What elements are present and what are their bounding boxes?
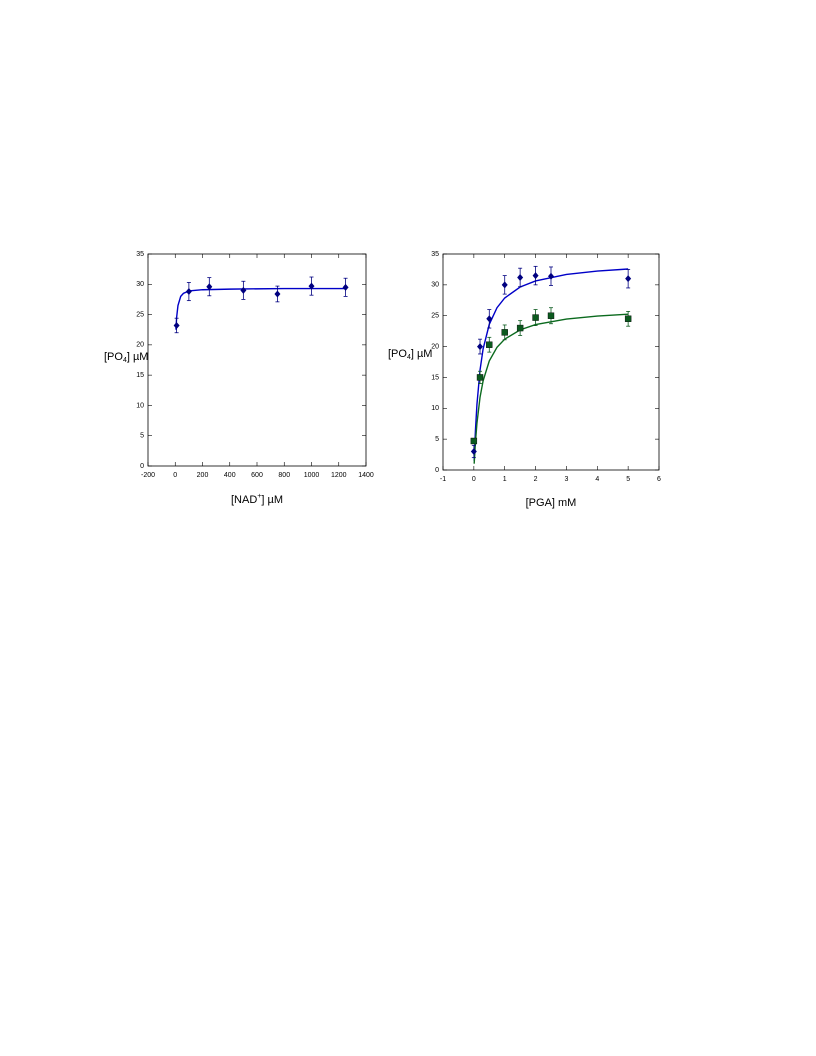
y-axis-label: [PO4] µM <box>104 351 148 364</box>
point <box>486 315 493 323</box>
x-axis-label: [NAD+] µM <box>231 493 283 506</box>
y-axis-label-part: 4 <box>407 354 411 361</box>
point <box>548 272 554 280</box>
point <box>486 341 493 348</box>
y-tick-label: 5 <box>435 436 439 443</box>
y-tick-label: 10 <box>136 402 144 409</box>
y-tick-label: 10 <box>431 405 439 412</box>
y-axis-label: [PO4] µM <box>388 348 432 361</box>
y-axis-label-part: ] µM <box>127 351 149 363</box>
y-tick-label: 25 <box>136 311 144 318</box>
x-tick-label: 5 <box>626 476 630 483</box>
fit-curve <box>473 313 629 464</box>
point <box>470 447 477 455</box>
x-tick-label: 1 <box>503 476 507 483</box>
x-axis-label-part: [PGA] mM <box>526 497 577 509</box>
y-tick-label: 30 <box>136 281 144 288</box>
point <box>477 343 484 351</box>
point <box>206 283 213 291</box>
plot-frame <box>442 253 660 471</box>
plot-frame <box>147 253 367 467</box>
x-tick-label: 600 <box>251 472 263 479</box>
y-tick-label: 25 <box>431 313 439 320</box>
y-tick-label: 20 <box>136 342 144 349</box>
y-tick-label: 0 <box>140 463 144 470</box>
y-tick-label: 15 <box>431 374 439 381</box>
x-tick-label: 2 <box>534 476 538 483</box>
chart: 0 5 10 15 20 25 30 35 -200 0 200 400 600 800 1000 1200 1… <box>136 251 374 479</box>
point <box>308 282 315 290</box>
y-tick-label: 20 <box>431 343 439 350</box>
y-tick-label: 35 <box>136 251 144 258</box>
point <box>501 281 508 289</box>
x-axis-label-part: + <box>257 493 261 500</box>
point <box>470 437 478 445</box>
x-tick-label: 1000 <box>304 472 320 479</box>
y-axis-label-part: [PO <box>104 351 123 363</box>
x-axis-label: [PGA] mM <box>526 497 577 509</box>
y-axis-label-part: ] µM <box>411 348 433 360</box>
point <box>547 312 555 319</box>
y-tick-label: 5 <box>140 433 144 440</box>
y-axis-label-part: 4 <box>123 357 127 364</box>
point <box>532 314 539 321</box>
x-tick-label: 4 <box>595 476 599 483</box>
point <box>517 273 524 281</box>
x-tick-label: 3 <box>564 476 568 483</box>
point <box>624 315 632 322</box>
x-tick-label: 0 <box>173 472 177 479</box>
point <box>342 283 349 291</box>
x-tick-label: 1400 <box>358 472 374 479</box>
x-axis-label-part: [NAD <box>231 494 257 506</box>
x-tick-label: -1 <box>440 476 446 483</box>
fit-curve <box>473 268 629 461</box>
x-tick-label: 800 <box>278 472 290 479</box>
x-tick-label: -200 <box>141 472 155 479</box>
x-axis-label-part: ] µM <box>261 494 283 506</box>
x-tick-label: 0 <box>472 476 476 483</box>
point <box>185 288 192 296</box>
x-tick-label: 1200 <box>331 472 347 479</box>
point <box>476 374 484 381</box>
y-tick-label: 0 <box>435 467 439 474</box>
fit-curve <box>175 287 346 330</box>
x-tick-label: 6 <box>657 476 661 483</box>
y-tick-label: 30 <box>431 282 439 289</box>
x-tick-label: 400 <box>224 472 236 479</box>
point <box>532 272 539 280</box>
point <box>274 290 281 298</box>
point <box>625 275 632 283</box>
y-tick-label: 35 <box>431 251 439 258</box>
y-tick-label: 15 <box>136 372 144 379</box>
y-axis-label-part: [PO <box>388 348 407 360</box>
x-tick-label: 200 <box>197 472 209 479</box>
point <box>501 329 508 336</box>
point <box>516 324 524 332</box>
point <box>173 321 180 329</box>
point <box>240 286 247 294</box>
